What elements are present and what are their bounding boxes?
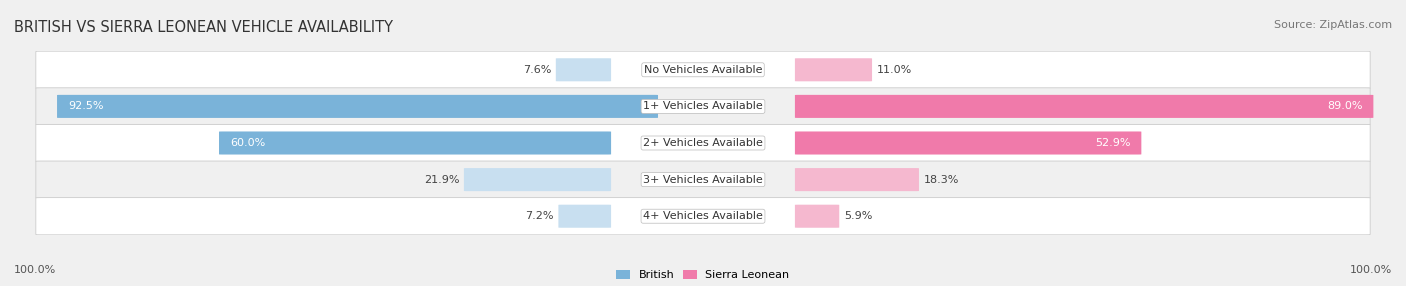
FancyBboxPatch shape xyxy=(35,51,1371,88)
FancyBboxPatch shape xyxy=(58,95,658,118)
Text: BRITISH VS SIERRA LEONEAN VEHICLE AVAILABILITY: BRITISH VS SIERRA LEONEAN VEHICLE AVAILA… xyxy=(14,20,394,35)
Text: 100.0%: 100.0% xyxy=(14,265,56,275)
Text: 52.9%: 52.9% xyxy=(1095,138,1130,148)
FancyBboxPatch shape xyxy=(555,58,612,81)
FancyBboxPatch shape xyxy=(219,132,612,154)
Text: Source: ZipAtlas.com: Source: ZipAtlas.com xyxy=(1274,20,1392,30)
FancyBboxPatch shape xyxy=(35,198,1371,235)
FancyBboxPatch shape xyxy=(464,168,612,191)
FancyBboxPatch shape xyxy=(35,124,1371,162)
Text: 92.5%: 92.5% xyxy=(67,102,104,111)
Text: 2+ Vehicles Available: 2+ Vehicles Available xyxy=(643,138,763,148)
Legend: British, Sierra Leonean: British, Sierra Leonean xyxy=(616,270,790,280)
Text: 4+ Vehicles Available: 4+ Vehicles Available xyxy=(643,211,763,221)
Text: 18.3%: 18.3% xyxy=(924,175,959,184)
FancyBboxPatch shape xyxy=(794,168,920,191)
Text: 3+ Vehicles Available: 3+ Vehicles Available xyxy=(643,175,763,184)
Text: No Vehicles Available: No Vehicles Available xyxy=(644,65,762,75)
Text: 5.9%: 5.9% xyxy=(844,211,872,221)
FancyBboxPatch shape xyxy=(794,58,872,81)
FancyBboxPatch shape xyxy=(794,132,1142,154)
Text: 100.0%: 100.0% xyxy=(1350,265,1392,275)
FancyBboxPatch shape xyxy=(558,205,612,228)
Text: 7.6%: 7.6% xyxy=(523,65,551,75)
FancyBboxPatch shape xyxy=(794,205,839,228)
Text: 11.0%: 11.0% xyxy=(876,65,911,75)
Text: 1+ Vehicles Available: 1+ Vehicles Available xyxy=(643,102,763,111)
FancyBboxPatch shape xyxy=(35,161,1371,198)
Text: 21.9%: 21.9% xyxy=(423,175,460,184)
Text: 60.0%: 60.0% xyxy=(231,138,266,148)
FancyBboxPatch shape xyxy=(794,95,1374,118)
Text: 89.0%: 89.0% xyxy=(1327,102,1362,111)
Text: 7.2%: 7.2% xyxy=(526,211,554,221)
FancyBboxPatch shape xyxy=(35,88,1371,125)
